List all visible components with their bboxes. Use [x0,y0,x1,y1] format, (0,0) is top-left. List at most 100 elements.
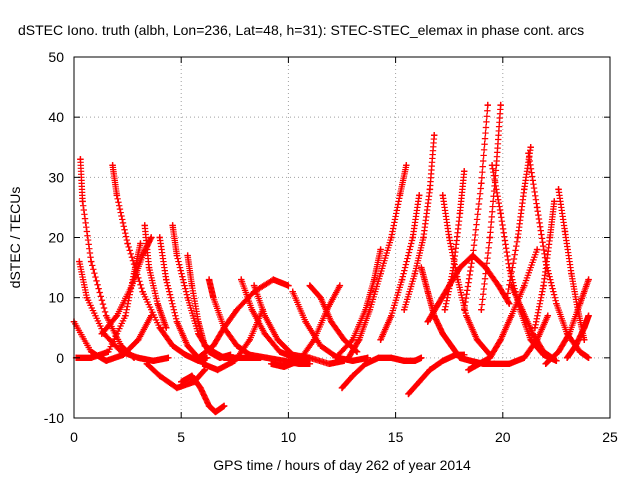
data-point [220,402,228,410]
series-arc [478,101,504,313]
data-point [113,192,121,199]
data-point [478,180,485,187]
data-point [122,312,129,319]
series-markers [555,186,588,343]
data-point [527,144,534,151]
data-point [137,240,144,247]
data-point [362,360,369,368]
series-markers [178,372,228,416]
data-point [400,306,408,313]
data-point [201,342,208,349]
data-point [135,354,142,362]
data-point [188,372,196,380]
data-point [285,282,292,289]
data-point [338,384,346,392]
data-point [280,363,288,371]
data-point [169,342,176,349]
data-point [518,306,526,313]
data-point [336,282,344,289]
data-point [250,282,258,289]
data-point [546,234,554,241]
data-point [456,210,464,217]
data-point [553,300,560,307]
data-point [306,354,314,362]
data-point [220,324,228,331]
data-point [497,336,504,343]
data-point [531,324,539,331]
data-point [411,357,419,365]
data-point [306,360,314,368]
series-arc [76,258,172,365]
data-point [576,300,584,307]
series-arc [542,276,592,368]
data-point [349,357,356,365]
series-arc [563,312,592,362]
data-point [195,318,202,325]
data-point [184,294,191,301]
data-point [439,330,446,337]
data-point [441,306,449,313]
data-point [141,222,148,229]
data-point [400,357,408,365]
data-point [465,366,472,374]
y-tick-label: 30 [48,169,64,185]
data-point [203,354,211,362]
data-point [306,282,314,289]
data-point [162,276,170,283]
data-point [469,252,476,259]
series-arc [555,186,588,343]
data-point [581,336,588,343]
data-point [424,288,431,295]
data-point [156,372,163,380]
data-point [102,312,110,319]
data-point [403,162,410,169]
data-point [246,336,254,343]
series-markers [400,132,438,313]
data-point [261,330,269,337]
series-markers [238,276,314,362]
data-point [439,357,446,365]
data-point [467,357,474,365]
data-point [533,204,541,211]
data-point [139,288,146,295]
series-arc [461,101,491,313]
series-markers [531,198,558,331]
data-point [411,270,419,277]
data-point [295,357,303,365]
data-point [182,351,189,359]
data-point [173,252,181,259]
data-point [450,264,457,271]
data-point [274,336,281,343]
data-point [156,234,163,241]
data-point [302,318,309,325]
data-point [388,234,395,241]
series-arc [143,360,208,392]
data-point [585,276,592,283]
data-point [128,282,136,289]
data-point [418,264,425,271]
data-point [375,354,382,362]
data-point [508,282,515,289]
data-point [506,300,513,307]
data-point [156,324,163,331]
data-point [349,336,356,343]
data-point [214,366,221,374]
series-arc [400,132,438,313]
data-point [173,384,181,392]
data-point [195,354,202,362]
data-point [426,186,434,193]
data-point [482,264,489,271]
data-point [162,324,170,331]
data-point [478,306,485,313]
data-point [473,336,481,343]
data-point [87,258,95,265]
data-point [448,342,455,349]
data-point [415,378,423,386]
data-point [117,342,125,349]
data-point [332,354,339,362]
data-point [544,312,552,319]
data-point [476,360,483,368]
series-arc [109,162,211,365]
data-point [415,192,423,199]
data-point [456,354,464,362]
